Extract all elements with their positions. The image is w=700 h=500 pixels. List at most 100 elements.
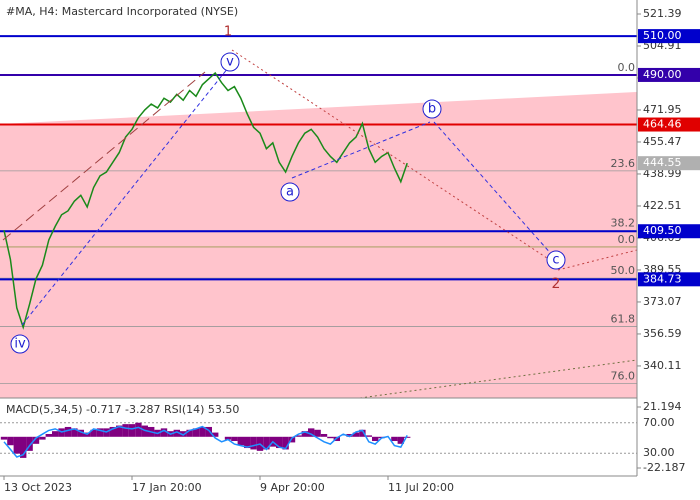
wave-label: v (226, 55, 234, 70)
macd-bar (116, 425, 123, 437)
fib-label: 0.0 (618, 61, 636, 74)
level-label: 490.00 (643, 68, 682, 81)
macd-bar (288, 436, 296, 443)
level-label: 464.46 (643, 118, 682, 131)
macd-bar (128, 424, 136, 437)
fib-label: 0.0 (618, 233, 636, 246)
macd-bar (365, 435, 372, 437)
level-label: 444.55 (643, 156, 682, 169)
zone (0, 92, 637, 398)
price-line (3, 71, 408, 330)
macd-bar (90, 429, 97, 437)
macd-bar (96, 428, 104, 437)
wave-circle (220, 52, 240, 72)
macd-bar (135, 422, 142, 437)
macd-bar (141, 425, 148, 437)
macd-bar (327, 436, 334, 439)
level-tag (638, 224, 700, 239)
y2-tick-label: 21.194 (643, 400, 682, 413)
macd-bar (32, 436, 40, 444)
macd-bar (263, 436, 270, 450)
macd-bar (276, 436, 283, 449)
level-tag (638, 156, 700, 171)
wave-line (21, 67, 229, 326)
macd-bar (391, 436, 398, 442)
y-tick-label: 422.51 (643, 199, 682, 212)
macd-bar (122, 424, 129, 437)
y-tick-label: 356.59 (643, 327, 682, 340)
wave-label: 2 (552, 276, 561, 292)
macd-bar (244, 436, 251, 449)
macd-bar (295, 435, 302, 437)
macd-bar (71, 428, 78, 437)
macd-bar (250, 436, 257, 450)
macd-bar (352, 432, 360, 437)
rsi-line (3, 425, 408, 458)
macd-bar (359, 429, 366, 437)
wave-circle (422, 99, 442, 119)
wave-label: iv (14, 337, 26, 352)
wave-label: c (552, 253, 559, 268)
fib-label: 38.2 (611, 217, 636, 230)
wave-line (557, 249, 638, 271)
y-tick-label: 373.07 (643, 295, 682, 308)
macd-bar (372, 436, 379, 442)
wave-label: 1 (224, 25, 232, 40)
macd-bar (308, 428, 315, 437)
axes: 521.39504.91488.43471.95455.47438.99422.… (3, 7, 700, 494)
wave-labels: 1 v b a c 2 iv (10, 25, 566, 354)
macd-bar (237, 436, 244, 446)
macd-bar (173, 429, 180, 437)
macd-bar (13, 436, 20, 454)
fib-label: 76.0 (611, 370, 636, 383)
wave-circle (10, 334, 30, 354)
macd-bar (180, 431, 187, 437)
macd-bar (301, 431, 308, 437)
wave-line (359, 359, 638, 399)
macd-bar (404, 436, 411, 438)
wave-circle (280, 182, 300, 202)
x-tick-label: 13 Oct 2023 (4, 481, 72, 494)
fib-label: 50.0 (611, 264, 636, 277)
fib-label: 23.6 (611, 157, 636, 170)
macd-bar (26, 436, 33, 451)
y-tick-label: 70.00 (643, 416, 675, 429)
macd-bar (64, 426, 72, 437)
y2-tick-label: -22.187 (643, 461, 685, 474)
indicator-panel (0, 422, 637, 458)
macd-bar (212, 432, 219, 437)
macd-bar (346, 433, 353, 437)
macd-bar (109, 426, 116, 437)
wave-lines (2, 49, 638, 399)
y-tick-label: 455.47 (643, 135, 682, 148)
y-tick-label: 438.99 (643, 167, 682, 180)
level-tag (638, 29, 700, 44)
main-panel: 0.0 23.6 38.2 0.0 50.0 61.8 76.0 (0, 35, 637, 385)
macd-bar (77, 429, 84, 437)
level-tag (638, 117, 700, 132)
level-tag (638, 67, 700, 82)
macd-bar (52, 431, 59, 437)
macd-bar (282, 436, 289, 450)
wave-line (433, 121, 554, 257)
level-label: 409.50 (643, 224, 682, 237)
macd-bar (186, 429, 193, 437)
wave-line (231, 49, 554, 263)
wave-label: a (286, 185, 294, 200)
indicator-title: MACD(5,34,5) -0.717 -3.287 RSI(14) 53.50 (6, 403, 239, 416)
wave-line (2, 71, 206, 241)
level-label: 510.00 (643, 29, 682, 42)
macd-bar (231, 436, 238, 442)
y-tick-label: 471.95 (643, 103, 682, 116)
macd-bar (39, 436, 46, 440)
wave-circle (546, 250, 566, 270)
x-tick-label: 11 Jul 20:00 (388, 481, 454, 494)
macd-bar (20, 436, 27, 458)
x-tick-label: 17 Jan 20:00 (132, 481, 202, 494)
macd-bar (199, 426, 206, 437)
macd-bar (192, 428, 200, 437)
y-tick-label: 521.39 (643, 7, 682, 20)
level-tag (638, 272, 700, 287)
fib-label: 61.8 (611, 313, 636, 326)
